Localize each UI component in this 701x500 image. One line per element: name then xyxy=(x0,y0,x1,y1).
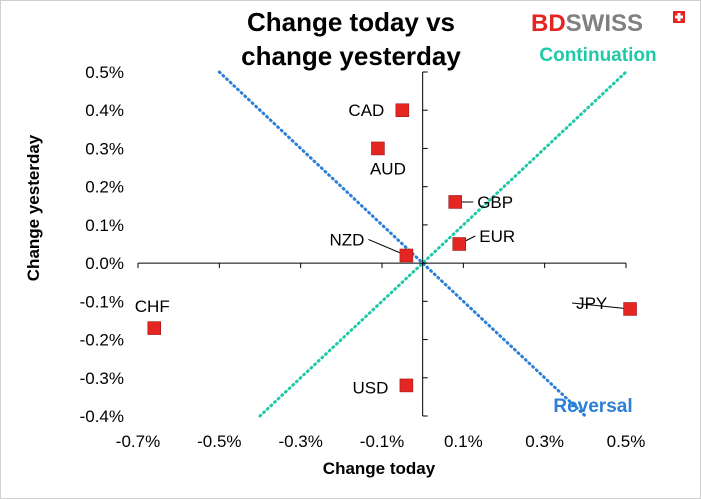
point-marker-gbp xyxy=(448,195,462,209)
label-leader-jpy xyxy=(572,302,631,310)
point-marker-aud xyxy=(371,141,385,156)
guide-label-continuation: Continuation xyxy=(539,45,656,66)
y-tick-label: -0.3% xyxy=(80,369,124,388)
axes: -0.7% -0.5% -0.3% -0.1% 0.1% 0.3% 0.5% 0.5% 0.4%… xyxy=(80,63,646,451)
y-tick-label: 0.5% xyxy=(85,63,124,82)
y-tick-label: -0.4% xyxy=(80,407,124,426)
y-tick-label: 0.4% xyxy=(85,101,124,120)
point-label-chf: CHF xyxy=(135,297,170,316)
point-label-nzd: NZD xyxy=(329,230,364,249)
point-label-aud: AUD xyxy=(370,159,406,178)
x-tick-label: -0.7% xyxy=(116,432,160,451)
point-label-jpy: JPY xyxy=(576,294,607,313)
point-marker-eur xyxy=(452,237,467,251)
point-label-eur: EUR xyxy=(479,227,515,246)
x-tick-label: 0.5% xyxy=(607,432,646,451)
guide-label-reversal: Reversal xyxy=(553,396,632,417)
data-points: CAD AUD GBP EUR NZD JPY CHF USD xyxy=(135,101,637,397)
y-tick-label: 0.1% xyxy=(85,216,124,235)
y-tick-label: -0.1% xyxy=(80,292,124,311)
x-axis-title: Change today xyxy=(323,459,436,478)
guide-lines: Continuation Reversal xyxy=(217,45,657,418)
guide-line-continuation xyxy=(258,70,628,418)
point-marker-cad xyxy=(395,103,410,117)
point-label-cad: CAD xyxy=(348,101,384,120)
logo-text: BDSWISS xyxy=(531,10,643,37)
y-tick-label: -0.2% xyxy=(80,331,124,350)
point-marker-chf xyxy=(147,321,162,335)
x-tick-label: 0.3% xyxy=(525,432,564,451)
y-tick-label: 0.3% xyxy=(85,139,124,158)
x-tick-label: -0.5% xyxy=(197,432,241,451)
y-axis-title: Change yesterday xyxy=(24,134,43,281)
x-tick-label: -0.1% xyxy=(360,432,404,451)
chart-title-line-2: change yesterday xyxy=(241,41,461,71)
point-marker-jpy xyxy=(623,302,637,316)
point-label-usd: USD xyxy=(352,378,388,397)
chart-title-line-1: Change today vs xyxy=(247,7,455,37)
point-marker-usd xyxy=(399,378,414,393)
y-tick-label: 0.2% xyxy=(85,178,124,197)
point-marker-nzd xyxy=(399,248,414,263)
guide-line-reversal xyxy=(217,70,587,418)
x-tick-label: -0.3% xyxy=(278,432,322,451)
x-tick-label: 0.1% xyxy=(444,432,483,451)
brand-logo: BDSWISS xyxy=(531,10,685,37)
y-tick-label: 0.0% xyxy=(85,254,124,273)
point-label-gbp: GBP xyxy=(477,193,513,212)
